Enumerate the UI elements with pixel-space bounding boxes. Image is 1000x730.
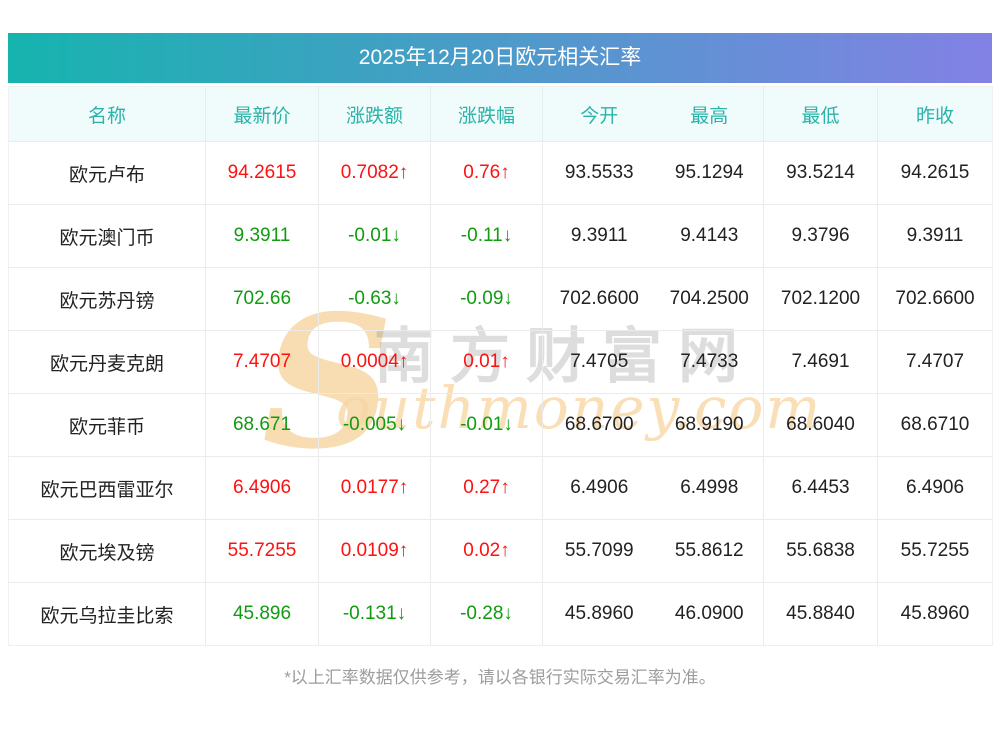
pair-name: 欧元菲币 [8,393,206,457]
prev-close-price: 702.6600 [877,267,993,331]
change-percent: 0.01↑ [430,330,543,394]
change-amount: 0.0177↑ [318,456,431,520]
low-price: 6.4453 [763,456,878,520]
prev-close-price: 55.7255 [877,519,993,583]
high-price: 46.0900 [655,582,764,646]
col-header-name: 名称 [8,86,206,142]
prev-close-price: 45.8960 [877,582,993,646]
page: S 南方财富网 outhmoney.com 2025年12月20日欧元相关汇率 … [0,33,1000,730]
open-price: 9.3911 [542,204,656,268]
open-price: 6.4906 [542,456,656,520]
col-header-high: 最高 [655,86,764,142]
prev-close-price: 94.2615 [877,141,993,205]
latest-price: 68.671 [205,393,319,457]
change-amount: -0.01↓ [318,204,431,268]
pair-name: 欧元乌拉圭比索 [8,582,206,646]
low-price: 9.3796 [763,204,878,268]
prev-close-price: 68.6710 [877,393,993,457]
table-row: 欧元菲币 68.671 -0.005↓ -0.01↓ 68.6700 68.91… [8,393,993,457]
table-row: 欧元卢布 94.2615 0.7082↑ 0.76↑ 93.5533 95.12… [8,141,993,205]
high-price: 704.2500 [655,267,764,331]
table-header-row: 名称 最新价 涨跌额 涨跌幅 今开 最高 最低 昨收 [8,86,993,142]
change-amount: -0.005↓ [318,393,431,457]
low-price: 93.5214 [763,141,878,205]
open-price: 702.6600 [542,267,656,331]
table-row: 欧元乌拉圭比索 45.896 -0.131↓ -0.28↓ 45.8960 46… [8,582,993,646]
table-row: 欧元澳门币 9.3911 -0.01↓ -0.11↓ 9.3911 9.4143… [8,204,993,268]
latest-price: 7.4707 [205,330,319,394]
pair-name: 欧元巴西雷亚尔 [8,456,206,520]
open-price: 7.4705 [542,330,656,394]
page-title: 2025年12月20日欧元相关汇率 [8,33,992,83]
prev-close-price: 7.4707 [877,330,993,394]
rates-panel: 2025年12月20日欧元相关汇率 名称 最新价 涨跌额 涨跌幅 今开 最高 最… [8,33,993,646]
change-amount: 0.7082↑ [318,141,431,205]
change-amount: 0.0004↑ [318,330,431,394]
high-price: 9.4143 [655,204,764,268]
pair-name: 欧元丹麦克朗 [8,330,206,394]
latest-price: 55.7255 [205,519,319,583]
pair-name: 欧元澳门币 [8,204,206,268]
latest-price: 702.66 [205,267,319,331]
change-amount: -0.63↓ [318,267,431,331]
col-header-change: 涨跌额 [318,86,431,142]
high-price: 95.1294 [655,141,764,205]
open-price: 45.8960 [542,582,656,646]
low-price: 7.4691 [763,330,878,394]
change-amount: -0.131↓ [318,582,431,646]
exchange-rates-table: 名称 最新价 涨跌额 涨跌幅 今开 最高 最低 昨收 欧元卢布 94.2615 … [8,86,993,646]
col-header-low: 最低 [763,86,878,142]
change-percent: -0.01↓ [430,393,543,457]
change-percent: 0.02↑ [430,519,543,583]
change-percent: -0.11↓ [430,204,543,268]
latest-price: 45.896 [205,582,319,646]
pair-name: 欧元卢布 [8,141,206,205]
open-price: 68.6700 [542,393,656,457]
disclaimer-text: *以上汇率数据仅供参考，请以各银行实际交易汇率为准。 [284,668,716,687]
col-header-prev-close: 昨收 [877,86,993,142]
high-price: 7.4733 [655,330,764,394]
pair-name: 欧元苏丹镑 [8,267,206,331]
change-percent: -0.28↓ [430,582,543,646]
change-percent: 0.27↑ [430,456,543,520]
col-header-change-pct: 涨跌幅 [430,86,543,142]
col-header-latest: 最新价 [205,86,319,142]
col-header-open: 今开 [542,86,656,142]
change-percent: 0.76↑ [430,141,543,205]
change-percent: -0.09↓ [430,267,543,331]
latest-price: 6.4906 [205,456,319,520]
low-price: 702.1200 [763,267,878,331]
latest-price: 9.3911 [205,204,319,268]
open-price: 93.5533 [542,141,656,205]
change-amount: 0.0109↑ [318,519,431,583]
high-price: 55.8612 [655,519,764,583]
high-price: 68.9190 [655,393,764,457]
prev-close-price: 6.4906 [877,456,993,520]
table-row: 欧元埃及镑 55.7255 0.0109↑ 0.02↑ 55.7099 55.8… [8,519,993,583]
high-price: 6.4998 [655,456,764,520]
prev-close-price: 9.3911 [877,204,993,268]
table-row: 欧元巴西雷亚尔 6.4906 0.0177↑ 0.27↑ 6.4906 6.49… [8,456,993,520]
table-row: 欧元苏丹镑 702.66 -0.63↓ -0.09↓ 702.6600 704.… [8,267,993,331]
open-price: 55.7099 [542,519,656,583]
low-price: 55.6838 [763,519,878,583]
pair-name: 欧元埃及镑 [8,519,206,583]
latest-price: 94.2615 [205,141,319,205]
low-price: 45.8840 [763,582,878,646]
table-row: 欧元丹麦克朗 7.4707 0.0004↑ 0.01↑ 7.4705 7.473… [8,330,993,394]
low-price: 68.6040 [763,393,878,457]
